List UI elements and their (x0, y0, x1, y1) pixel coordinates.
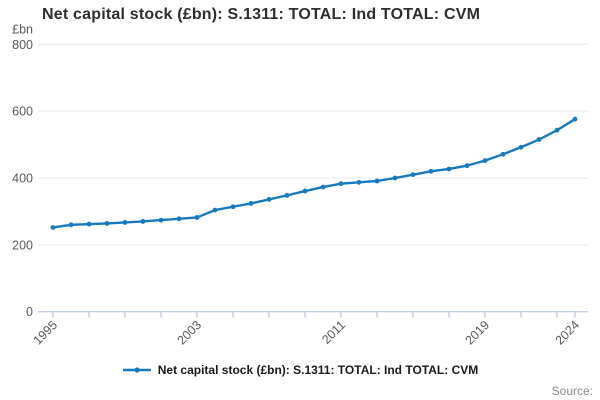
data-point[interactable] (230, 204, 236, 210)
data-point[interactable] (266, 196, 272, 202)
data-point[interactable] (194, 215, 200, 220)
data-point[interactable] (50, 225, 56, 230)
data-point[interactable] (122, 220, 128, 225)
data-point[interactable] (500, 151, 506, 157)
data-point[interactable] (464, 163, 470, 169)
data-point[interactable] (374, 178, 380, 184)
data-point[interactable] (302, 188, 308, 194)
y-axis-unit-label: £bn (12, 22, 33, 36)
data-point[interactable] (536, 137, 542, 142)
data-point[interactable] (176, 216, 182, 222)
legend[interactable]: Net capital stock (£bn): S.1311: TOTAL: … (0, 363, 600, 377)
data-point[interactable] (68, 222, 74, 228)
data-point[interactable] (428, 168, 434, 174)
data-point[interactable] (212, 207, 218, 213)
data-point[interactable] (338, 181, 344, 187)
y-tick-label: 400 (12, 172, 33, 186)
x-tick-label: 2024 (553, 318, 583, 348)
y-tick-label: 200 (12, 238, 33, 252)
data-point[interactable] (356, 179, 362, 185)
data-point[interactable] (158, 217, 164, 223)
source-label: Source: (551, 384, 593, 398)
x-tick-label: 2003 (175, 318, 205, 348)
x-tick-label: 2019 (463, 318, 493, 348)
data-point[interactable] (572, 116, 578, 122)
x-tick-label: 1995 (31, 318, 61, 348)
x-tick-label: 2011 (319, 318, 348, 347)
chart-title: Net capital stock (£bn): S.1311: TOTAL: … (42, 6, 481, 23)
data-point[interactable] (140, 219, 146, 224)
data-point[interactable] (320, 184, 326, 190)
data-point[interactable] (518, 144, 524, 150)
data-point[interactable] (446, 166, 452, 172)
data-point[interactable] (86, 221, 92, 227)
data-point[interactable] (392, 175, 398, 181)
legend-label: Net capital stock (£bn): S.1311: TOTAL: … (157, 363, 479, 377)
legend-dot (134, 367, 140, 373)
y-tick-label: 800 (12, 38, 33, 52)
data-point[interactable] (554, 127, 560, 133)
data-point[interactable] (482, 158, 488, 164)
data-point[interactable] (284, 192, 290, 198)
y-tick-label: 600 (12, 105, 33, 119)
data-point[interactable] (104, 221, 110, 226)
series-line (51, 117, 577, 229)
data-point[interactable] (410, 172, 416, 178)
y-tick-label: 0 (26, 305, 33, 319)
legend-line-icon (122, 367, 151, 373)
data-point[interactable] (248, 201, 254, 206)
